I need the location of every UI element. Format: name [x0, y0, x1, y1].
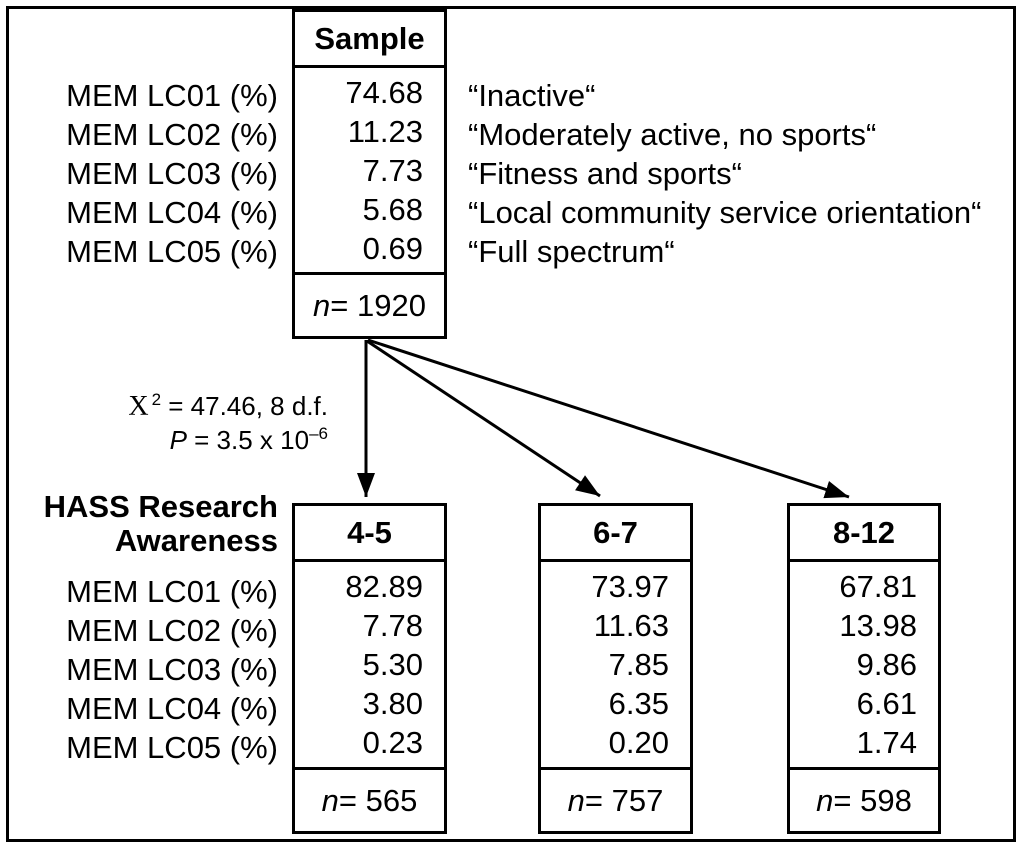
group-4-5-value-lc01: 82.89 — [345, 569, 423, 604]
sample-row-labels: MEM LC01 (%) MEM LC02 (%) MEM LC03 (%) M… — [20, 76, 278, 271]
figure-border — [6, 6, 1016, 842]
row-label-mem-lc01: MEM LC01 (%) — [66, 574, 278, 609]
p-symbol: P — [169, 425, 187, 455]
split-axis-label: HASS Research Awareness — [20, 490, 278, 558]
split-axis-label-line2: Awareness — [114, 523, 278, 558]
group-8-12-value-lc01: 67.81 — [839, 569, 917, 604]
row-label-mem-lc03: MEM LC03 (%) — [66, 156, 278, 191]
group-box-6-7-values: 73.97 11.63 7.85 6.35 0.20 — [541, 562, 690, 770]
group-6-7-value-lc05: 0.20 — [608, 725, 669, 760]
sample-box: Sample 74.68 11.23 7.73 5.68 0.69 n = 19… — [292, 9, 447, 339]
group-box-4-5-values: 82.89 7.78 5.30 3.80 0.23 — [295, 562, 444, 770]
group-4-5-n-count: n = 565 — [295, 770, 444, 831]
p-value-line: P = 3.5 x 10–6 — [80, 424, 328, 459]
sample-box-title: Sample — [295, 12, 444, 68]
class-description-lc02: “Moderately active, no sports“ — [468, 117, 877, 152]
group-box-6-7-title: 6-7 — [541, 506, 690, 562]
row-label-mem-lc02: MEM LC02 (%) — [66, 117, 278, 152]
row-label-mem-lc04: MEM LC04 (%) — [66, 195, 278, 230]
group-box-8-12-values: 67.81 13.98 9.86 6.61 1.74 — [790, 562, 938, 770]
p-exponent: –6 — [309, 424, 328, 443]
group-6-7-value-lc04: 6.35 — [608, 686, 669, 721]
group-6-7-value-lc01: 73.97 — [591, 569, 669, 604]
class-description-lc01: “Inactive“ — [468, 78, 596, 113]
sample-value-lc02: 11.23 — [347, 113, 423, 149]
group-6-7-value-lc03: 7.85 — [608, 647, 669, 682]
split-axis-label-line1: HASS Research — [43, 489, 278, 524]
sample-n-count: n = 1920 — [295, 275, 444, 336]
group-4-5-value-lc03: 5.30 — [362, 647, 423, 682]
n-value: = 757 — [584, 782, 664, 818]
group-8-12-value-lc03: 9.86 — [856, 647, 917, 682]
chi-symbol: Χ — [128, 391, 149, 422]
n-value: = 1920 — [330, 287, 426, 323]
class-description-lc03: “Fitness and sports“ — [468, 156, 742, 191]
group-8-12-value-lc05: 1.74 — [856, 725, 917, 760]
chi-exponent: 2 — [151, 390, 162, 409]
group-row-labels: MEM LC01 (%) MEM LC02 (%) MEM LC03 (%) M… — [20, 572, 278, 767]
sample-value-lc03: 7.73 — [362, 152, 423, 188]
row-label-mem-lc03: MEM LC03 (%) — [66, 652, 278, 687]
chi-value: = 47.46, 8 d.f. — [161, 391, 328, 421]
group-box-4-5: 4-5 82.89 7.78 5.30 3.80 0.23 n = 565 — [292, 503, 447, 834]
class-description-lc04: “Local community service orientation“ — [468, 195, 982, 230]
group-box-8-12-title: 8-12 — [790, 506, 938, 562]
class-descriptions: “Inactive“ “Moderately active, no sports… — [468, 76, 981, 271]
sample-value-lc04: 5.68 — [362, 191, 423, 227]
group-box-8-12: 8-12 67.81 13.98 9.86 6.61 1.74 n = 598 — [787, 503, 941, 834]
group-box-6-7: 6-7 73.97 11.63 7.85 6.35 0.20 n = 757 — [538, 503, 693, 834]
row-label-mem-lc01: MEM LC01 (%) — [66, 78, 278, 113]
group-4-5-value-lc02: 7.78 — [362, 608, 423, 643]
group-6-7-value-lc02: 11.63 — [593, 608, 669, 643]
n-symbol: n — [816, 782, 834, 818]
group-8-12-value-lc04: 6.61 — [856, 686, 917, 721]
row-label-mem-lc05: MEM LC05 (%) — [66, 234, 278, 269]
group-4-5-value-lc05: 0.23 — [362, 725, 423, 760]
sample-box-values: 74.68 11.23 7.73 5.68 0.69 — [295, 68, 444, 275]
n-symbol: n — [313, 287, 331, 323]
sample-value-lc05: 0.69 — [362, 230, 423, 266]
sample-value-lc01: 74.68 — [345, 74, 423, 110]
row-label-mem-lc05: MEM LC05 (%) — [66, 730, 278, 765]
n-value: = 565 — [338, 782, 418, 818]
row-label-mem-lc04: MEM LC04 (%) — [66, 691, 278, 726]
group-8-12-n-count: n = 598 — [790, 770, 938, 831]
group-6-7-n-count: n = 757 — [541, 770, 690, 831]
n-value: = 598 — [833, 782, 912, 818]
group-box-4-5-title: 4-5 — [295, 506, 444, 562]
group-8-12-value-lc02: 13.98 — [839, 608, 917, 643]
group-4-5-value-lc04: 3.80 — [362, 686, 423, 721]
p-value: = 3.5 x 10 — [186, 425, 310, 455]
n-symbol: n — [567, 782, 585, 818]
row-label-mem-lc02: MEM LC02 (%) — [66, 613, 278, 648]
n-symbol: n — [321, 782, 339, 818]
class-description-lc05: “Full spectrum“ — [468, 234, 675, 269]
